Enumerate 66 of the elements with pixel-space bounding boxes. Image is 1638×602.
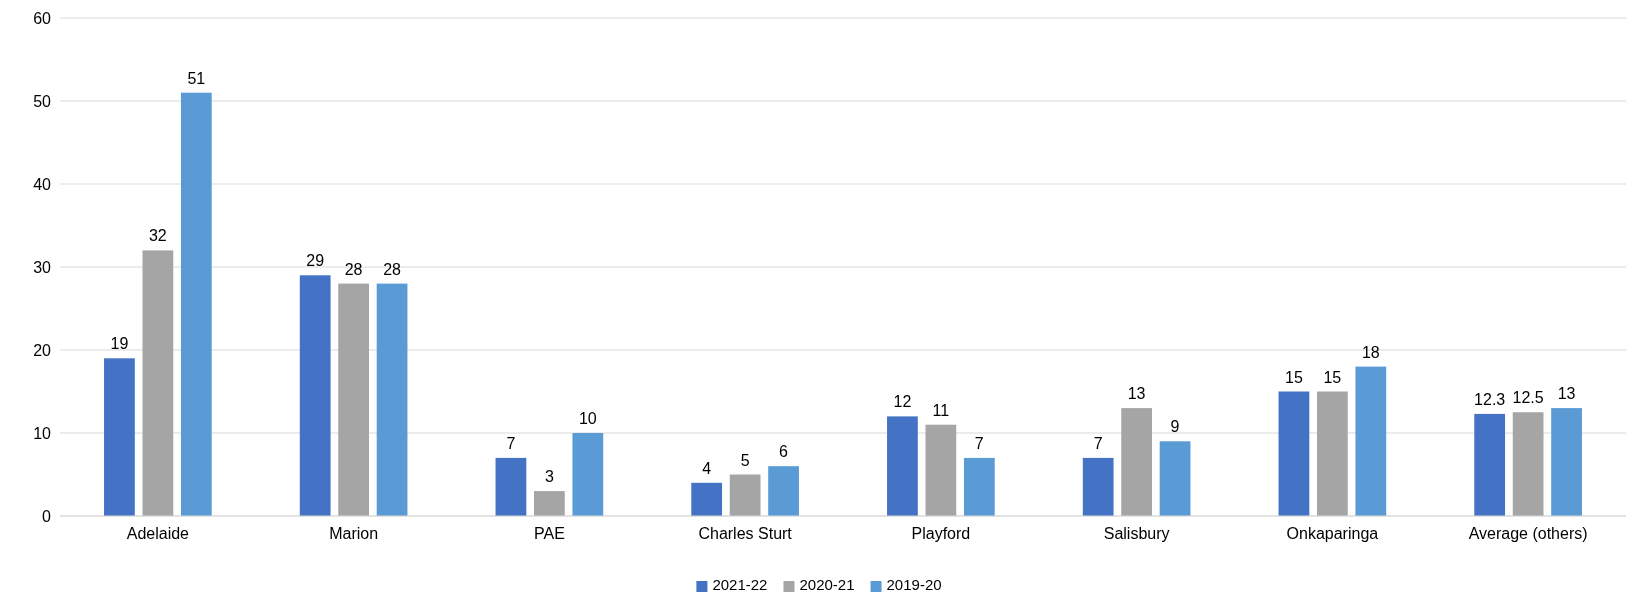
bar (925, 424, 957, 516)
data-label: 12 (893, 393, 912, 411)
y-tick-label: 40 (33, 175, 52, 193)
data-label: 15 (1323, 368, 1342, 386)
y-tick-label: 60 (33, 9, 52, 27)
bar (691, 482, 723, 516)
bar (1121, 408, 1152, 516)
bar (1512, 412, 1544, 516)
data-label: 7 (974, 434, 984, 452)
y-tick-label: 10 (33, 424, 52, 442)
data-label: 9 (1170, 418, 1180, 436)
data-label: 15 (1285, 368, 1303, 386)
data-label: 13 (1557, 385, 1576, 403)
bar (963, 457, 995, 516)
data-label: 3 (544, 468, 554, 486)
data-label: 29 (306, 252, 325, 270)
bar (142, 250, 174, 516)
legend-label: 2021-22 (712, 576, 768, 593)
bar (887, 416, 918, 516)
bar (1474, 413, 1506, 516)
bar (495, 457, 527, 516)
data-label: 4 (702, 459, 712, 477)
y-tick-label: 0 (42, 507, 52, 525)
bar (1355, 366, 1387, 516)
data-label: 28 (383, 260, 402, 278)
data-label: 7 (1093, 434, 1103, 452)
data-label: 12.3 (1474, 390, 1506, 408)
y-tick-label: 50 (33, 92, 52, 110)
bar (1159, 441, 1191, 516)
x-tick-label: Onkaparinga (1286, 525, 1379, 543)
bar (299, 275, 331, 516)
bar (1551, 408, 1582, 516)
data-label: 32 (148, 227, 167, 245)
x-tick-label: PAE (533, 525, 565, 543)
data-label: 7 (506, 434, 516, 452)
bar (572, 433, 604, 516)
data-label: 18 (1361, 343, 1380, 361)
bar (1278, 391, 1310, 516)
y-tick-label: 20 (33, 341, 52, 359)
bar (1316, 391, 1348, 516)
y-tick-label: 30 (33, 258, 52, 276)
x-tick-label: Salisbury (1103, 525, 1170, 543)
bar (534, 491, 565, 516)
x-tick-label: Charles Sturt (698, 525, 793, 543)
data-label: 5 (740, 451, 750, 469)
bar (768, 466, 799, 516)
bar (376, 283, 408, 516)
x-tick-label: Marion (329, 525, 379, 543)
bar (729, 474, 761, 516)
data-label: 6 (779, 443, 789, 461)
bar (338, 283, 370, 516)
legend-label: 2019-20 (886, 576, 942, 593)
bar (180, 92, 212, 516)
data-label: 28 (344, 260, 363, 278)
x-tick-label: Playford (911, 525, 971, 543)
x-tick-label: Adelaide (126, 525, 190, 543)
data-label: 10 (578, 410, 597, 427)
x-tick-label: Average (others) (1468, 525, 1588, 543)
data-label: 13 (1127, 385, 1146, 403)
bar (104, 358, 135, 516)
data-label: 19 (110, 335, 129, 353)
data-label: 11 (932, 401, 950, 419)
data-label: 12.5 (1512, 389, 1544, 407)
legend-label: 2020-21 (799, 576, 855, 593)
bar (1082, 457, 1114, 516)
data-label: 51 (187, 69, 206, 87)
